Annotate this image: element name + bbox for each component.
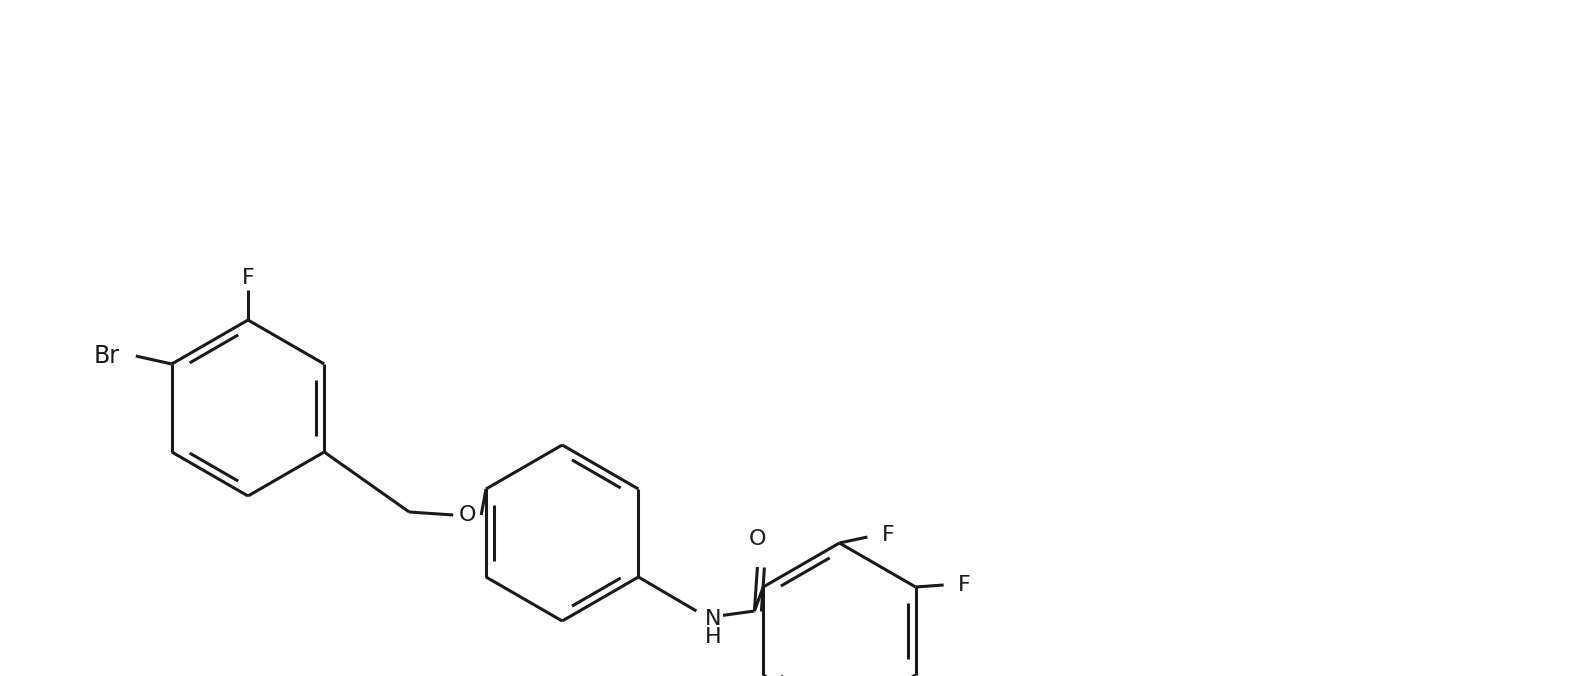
Text: O: O <box>749 529 766 549</box>
Text: F: F <box>242 268 254 288</box>
Text: N: N <box>705 609 720 629</box>
Text: O: O <box>458 505 476 525</box>
Text: H: H <box>705 627 720 647</box>
Text: Br: Br <box>93 344 120 368</box>
Text: F: F <box>882 525 894 545</box>
Text: F: F <box>957 575 970 595</box>
